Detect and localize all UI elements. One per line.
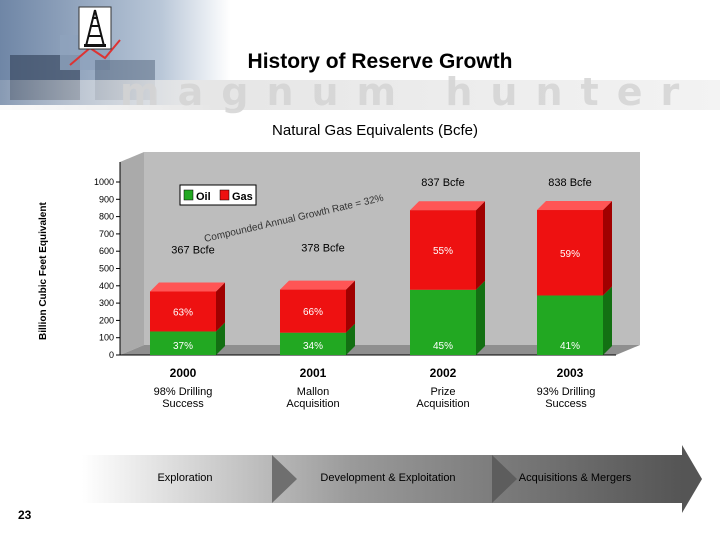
- plot-side-wall: [120, 152, 144, 355]
- oil-bar-side: [216, 322, 225, 355]
- brand-band: [0, 80, 720, 110]
- gas-pct-label: 66%: [303, 307, 323, 318]
- y-tick-label: 1000: [94, 177, 114, 187]
- phase-arrows: [82, 445, 702, 513]
- legend-label: Oil: [196, 191, 211, 203]
- total-label: 378 Bcfe: [301, 243, 344, 255]
- y-tick-label: 300: [99, 298, 114, 308]
- bar-note: Mallon Acquisition: [286, 386, 340, 410]
- legend-swatch: [183, 189, 194, 201]
- oil-pct-label: 45%: [433, 341, 453, 352]
- gas-bar-side: [603, 201, 612, 296]
- legend-label: Gas: [232, 191, 253, 203]
- gas-bar-side: [346, 280, 355, 333]
- bar-note: Prize Acquisition: [416, 386, 470, 410]
- phase-label: Development & Exploitation: [320, 472, 456, 484]
- legend-box: [179, 184, 257, 206]
- oil-bar: [410, 289, 476, 355]
- y-tick-label: 0: [109, 350, 114, 360]
- y-tick-label: 600: [99, 246, 114, 256]
- category-label: 2000: [170, 366, 197, 380]
- total-label: 837 Bcfe: [421, 177, 464, 189]
- y-tick-label: 500: [99, 264, 114, 274]
- oil-bar: [280, 332, 346, 355]
- oil-bar-side: [476, 280, 485, 355]
- phase-label: Acquisitions & Mergers: [518, 472, 632, 484]
- gas-bar-side: [476, 201, 485, 290]
- gas-bar: [150, 291, 216, 332]
- gas-bar-top: [537, 201, 612, 211]
- gas-bar: [537, 210, 603, 296]
- gas-bar-top: [150, 282, 225, 292]
- oil-pct-label: 34%: [303, 341, 323, 352]
- y-tick-label: 200: [99, 315, 114, 325]
- oil-bar: [150, 331, 216, 355]
- chart-title: Natural Gas Equivalents (Bcfe): [272, 122, 478, 139]
- gas-bar: [410, 210, 476, 290]
- oil-pct-label: 37%: [173, 341, 193, 352]
- oil-bar: [537, 295, 603, 355]
- gas-bar: [280, 289, 346, 333]
- bar-note: 98% Drilling Success: [153, 386, 213, 410]
- plot-floor: [120, 345, 640, 355]
- total-label: 367 Bcfe: [171, 245, 214, 257]
- phase-label: Exploration: [157, 472, 213, 484]
- category-label: 2001: [300, 366, 327, 380]
- y-tick-label: 900: [99, 194, 114, 204]
- y-tick-label: 400: [99, 281, 114, 291]
- oil-pct-label: 41%: [560, 341, 580, 352]
- legend-swatch: [219, 189, 230, 201]
- category-label: 2003: [557, 366, 584, 380]
- gas-bar-side: [216, 282, 225, 332]
- category-label: 2002: [430, 366, 457, 380]
- y-tick-label: 100: [99, 333, 114, 343]
- oil-bar-side: [603, 286, 612, 355]
- brand-watermark: magnum hunter: [120, 70, 698, 114]
- y-tick-label: 800: [99, 212, 114, 222]
- bar-note: 93% Drilling Success: [536, 386, 596, 410]
- gas-pct-label: 59%: [560, 249, 580, 260]
- gas-bar-top: [280, 280, 355, 290]
- gas-pct-label: 63%: [173, 307, 193, 318]
- page-number: 23: [18, 508, 32, 522]
- page-title: History of Reserve Growth: [247, 50, 513, 73]
- gas-pct-label: 55%: [433, 246, 453, 257]
- oil-bar-side: [346, 323, 355, 355]
- y-tick-label: 700: [99, 229, 114, 239]
- gas-bar-top: [410, 201, 485, 211]
- derrick-logo: [78, 6, 112, 50]
- total-label: 838 Bcfe: [548, 177, 591, 189]
